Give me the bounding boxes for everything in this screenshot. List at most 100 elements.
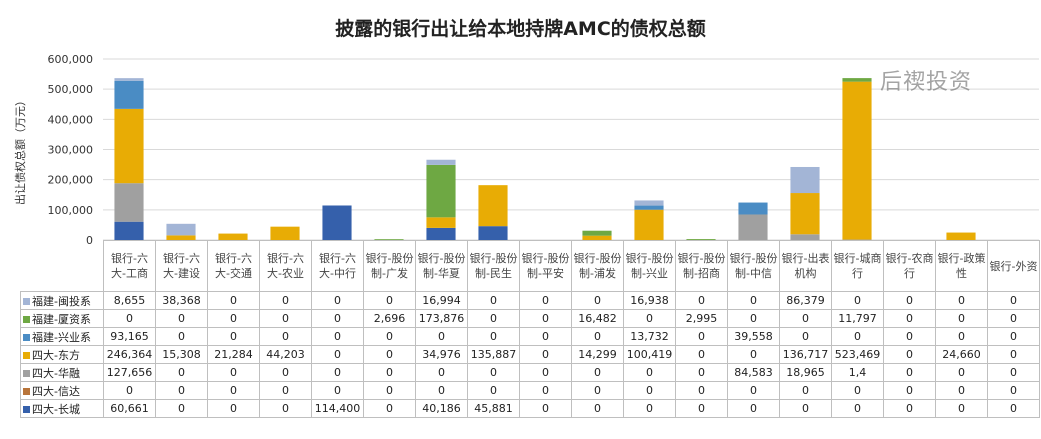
data-label: 0 xyxy=(779,399,832,418)
data-label: 173,876 xyxy=(415,309,468,328)
data-label: 0 xyxy=(779,327,832,346)
table-row: 四大-东方 246,364 15,308 21,284 44,203 0 0 34,976 13… xyxy=(20,345,1040,364)
data-label: 0 xyxy=(207,363,260,382)
data-label: 0 xyxy=(571,327,624,346)
data-label: 0 xyxy=(415,381,468,400)
data-label: 13,732 xyxy=(623,327,676,346)
bar-segment xyxy=(426,159,456,165)
series-name: 四大-信达 xyxy=(32,384,80,398)
data-label: 45,881 xyxy=(467,399,520,418)
data-label: 0 xyxy=(519,309,572,328)
data-label: 0 xyxy=(675,327,728,346)
data-label: 0 xyxy=(207,309,260,328)
data-label: 86,379 xyxy=(779,291,832,310)
data-label: 0 xyxy=(103,381,156,400)
data-label: 0 xyxy=(467,381,520,400)
category-label: 银行-六大-交通 xyxy=(207,240,260,292)
category-label: 银行-六大-工商 xyxy=(103,240,156,292)
data-label: 0 xyxy=(987,345,1040,364)
data-label: 0 xyxy=(675,291,728,310)
data-label: 0 xyxy=(727,291,780,310)
data-label: 2,995 xyxy=(675,309,728,328)
data-label: 0 xyxy=(259,291,312,310)
data-label: 0 xyxy=(935,309,988,328)
data-label: 93,165 xyxy=(103,327,156,346)
data-label: 16,938 xyxy=(623,291,676,310)
data-label: 0 xyxy=(155,399,208,418)
bar-segment xyxy=(114,108,144,184)
data-label: 0 xyxy=(259,309,312,328)
data-label: 0 xyxy=(363,327,416,346)
data-label: 0 xyxy=(415,363,468,382)
bar-segment xyxy=(478,226,508,240)
legend-entry: 四大-东方 xyxy=(20,345,104,364)
data-label: 0 xyxy=(831,399,884,418)
data-label: 246,364 xyxy=(103,345,156,364)
data-label: 523,469 xyxy=(831,345,884,364)
category-label: 银行-六大-农业 xyxy=(259,240,312,292)
data-label: 39,558 xyxy=(727,327,780,346)
data-label: 0 xyxy=(883,309,936,328)
legend-swatch xyxy=(23,351,30,359)
data-label: 100,419 xyxy=(623,345,676,364)
table-row: 福建-厦资系 0 0 0 0 0 2,696 173,876 0 0 16,482 0 2,995 0 0 1… xyxy=(20,309,1040,328)
data-label: 0 xyxy=(519,363,572,382)
data-label: 0 xyxy=(259,399,312,418)
category-label: 银行-出表机构 xyxy=(779,240,832,292)
legend-swatch xyxy=(23,405,30,413)
data-label: 0 xyxy=(831,381,884,400)
legend-swatch xyxy=(23,297,30,305)
category-label: 银行-股份制-平安 xyxy=(519,240,572,292)
data-label: 16,994 xyxy=(415,291,468,310)
bar-segment xyxy=(166,223,196,236)
data-label: 0 xyxy=(155,309,208,328)
data-label: 0 xyxy=(311,381,364,400)
data-label: 0 xyxy=(883,291,936,310)
data-label: 0 xyxy=(311,363,364,382)
data-label: 60,661 xyxy=(103,399,156,418)
data-label: 11,797 xyxy=(831,309,884,328)
table-row: 福建-兴业系 93,165 0 0 0 0 0 0 0 0 0 13,732 0 39,558 0 0 0 0 0 xyxy=(20,327,1040,346)
data-label: 0 xyxy=(935,399,988,418)
category-label: 银行-六大-中行 xyxy=(311,240,364,292)
data-label: 0 xyxy=(363,381,416,400)
category-label: 银行-股份制-兴业 xyxy=(623,240,676,292)
table-row: 四大-信达 0 0 0 0 0 0 0 0 0 0 0 0 0 0 0 0 0 0 xyxy=(20,381,1040,400)
data-label: 0 xyxy=(987,291,1040,310)
bar-segment xyxy=(114,78,144,81)
data-label: 8,655 xyxy=(103,291,156,310)
y-tick-label: 300,000 xyxy=(48,144,94,157)
data-label: 15,308 xyxy=(155,345,208,364)
data-label: 135,887 xyxy=(467,345,520,364)
data-label: 0 xyxy=(883,381,936,400)
bar-segment xyxy=(426,227,456,240)
data-label: 0 xyxy=(207,381,260,400)
data-label: 0 xyxy=(363,291,416,310)
series-name: 福建-厦资系 xyxy=(32,312,91,326)
table-row: 四大-华融 127,656 0 0 0 0 0 0 0 0 0 0 0 84,583 18,965 1,4 0 0… xyxy=(20,363,1040,382)
legend-swatch xyxy=(23,369,30,377)
data-label: 0 xyxy=(779,381,832,400)
legend-swatch xyxy=(23,333,30,341)
data-label: 0 xyxy=(727,399,780,418)
category-label: 银行-政策性 xyxy=(935,240,988,292)
data-label: 0 xyxy=(155,381,208,400)
data-label: 0 xyxy=(467,363,520,382)
data-label: 0 xyxy=(935,381,988,400)
bar-segment xyxy=(842,81,872,240)
bar-segment xyxy=(946,232,976,240)
data-label: 0 xyxy=(987,309,1040,328)
bar-segment xyxy=(114,183,144,222)
bar-segment xyxy=(114,80,144,109)
bar-segment xyxy=(478,185,508,227)
y-tick-label: 600,000 xyxy=(48,53,94,66)
data-label: 0 xyxy=(779,309,832,328)
bar-segment xyxy=(790,166,820,194)
data-label: 0 xyxy=(987,381,1040,400)
data-label: 0 xyxy=(259,381,312,400)
data-label: 0 xyxy=(311,327,364,346)
bar-segment xyxy=(582,235,612,240)
watermark: 后禊投资 xyxy=(880,70,973,95)
data-label: 44,203 xyxy=(259,345,312,364)
